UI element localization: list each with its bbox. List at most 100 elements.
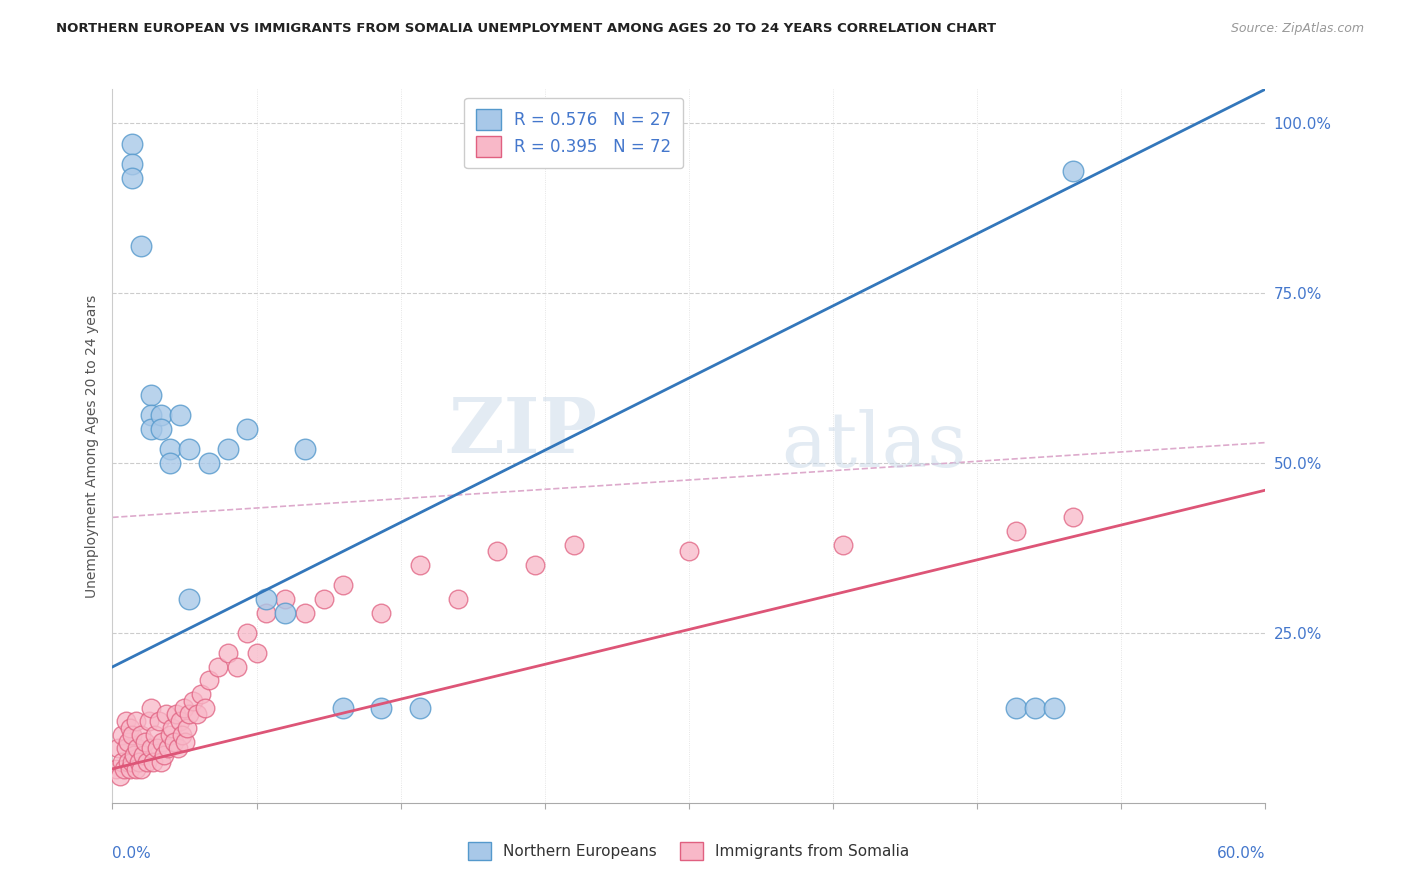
Point [562, 537, 585, 551]
Point [332, 700, 354, 714]
Point [115, 714, 138, 729]
Point [409, 700, 432, 714]
Point [236, 422, 259, 436]
Point [152, 734, 174, 748]
Point [274, 606, 297, 620]
Point [174, 734, 197, 748]
Point [194, 700, 217, 714]
Point [128, 755, 150, 769]
Point [179, 707, 201, 722]
Point [159, 442, 181, 457]
Point [186, 707, 208, 722]
Point [129, 762, 153, 776]
Point [107, 741, 129, 756]
Point [678, 544, 700, 558]
Text: NORTHERN EUROPEAN VS IMMIGRANTS FROM SOMALIA UNEMPLOYMENT AMONG AGES 20 TO 24 YE: NORTHERN EUROPEAN VS IMMIGRANTS FROM SOM… [56, 22, 997, 36]
Text: 0.0%: 0.0% [112, 846, 152, 861]
Point [108, 769, 131, 783]
Point [124, 714, 146, 729]
Point [149, 422, 172, 436]
Point [139, 741, 162, 756]
Point [136, 755, 159, 769]
Text: ZIP: ZIP [449, 395, 596, 468]
Point [245, 646, 267, 660]
Point [169, 714, 191, 729]
Point [163, 734, 186, 748]
Point [139, 409, 162, 423]
Point [1024, 700, 1046, 714]
Point [294, 442, 316, 457]
Point [332, 578, 354, 592]
Point [159, 728, 181, 742]
Point [121, 728, 143, 742]
Point [831, 537, 853, 551]
Point [153, 748, 176, 763]
Text: Source: ZipAtlas.com: Source: ZipAtlas.com [1230, 22, 1364, 36]
Point [145, 741, 167, 756]
Point [159, 456, 181, 470]
Text: 60.0%: 60.0% [1218, 846, 1265, 861]
Point [148, 714, 170, 729]
Point [139, 422, 162, 436]
Point [254, 591, 277, 606]
Point [179, 591, 201, 606]
Point [121, 157, 143, 171]
Point [127, 741, 149, 756]
Point [197, 456, 219, 470]
Point [207, 660, 229, 674]
Point [226, 660, 249, 674]
Point [236, 626, 259, 640]
Point [1062, 510, 1084, 524]
Point [139, 700, 162, 714]
Point [121, 136, 143, 151]
Text: atlas: atlas [782, 409, 966, 483]
Point [165, 707, 187, 722]
Point [117, 734, 139, 748]
Point [121, 170, 143, 185]
Point [485, 544, 508, 558]
Point [117, 755, 139, 769]
Point [149, 409, 172, 423]
Point [157, 741, 180, 756]
Point [1043, 700, 1066, 714]
Point [254, 606, 277, 620]
Point [181, 694, 204, 708]
Point [134, 734, 156, 748]
Y-axis label: Unemployment Among Ages 20 to 24 years: Unemployment Among Ages 20 to 24 years [84, 294, 98, 598]
Point [1004, 524, 1026, 538]
Point [524, 558, 547, 572]
Point [155, 707, 177, 722]
Point [129, 238, 153, 252]
Point [121, 755, 143, 769]
Point [111, 755, 134, 769]
Point [176, 721, 198, 735]
Point [217, 442, 239, 457]
Point [190, 687, 212, 701]
Point [173, 700, 195, 714]
Point [294, 606, 316, 620]
Point [118, 762, 141, 776]
Point [124, 762, 146, 776]
Point [370, 700, 392, 714]
Point [149, 755, 172, 769]
Point [1062, 163, 1084, 178]
Point [112, 762, 135, 776]
Point [122, 748, 145, 763]
Point [170, 728, 193, 742]
Point [160, 721, 183, 735]
Point [179, 442, 201, 457]
Point [111, 728, 134, 742]
Point [129, 728, 153, 742]
Point [132, 748, 155, 763]
Point [169, 409, 191, 423]
Point [118, 721, 141, 735]
Point [197, 673, 219, 688]
Point [217, 646, 239, 660]
Point [274, 591, 297, 606]
Point [1004, 700, 1026, 714]
Point [142, 755, 165, 769]
Point [105, 762, 128, 776]
Point [447, 591, 470, 606]
Point [312, 591, 335, 606]
Point [166, 741, 188, 756]
